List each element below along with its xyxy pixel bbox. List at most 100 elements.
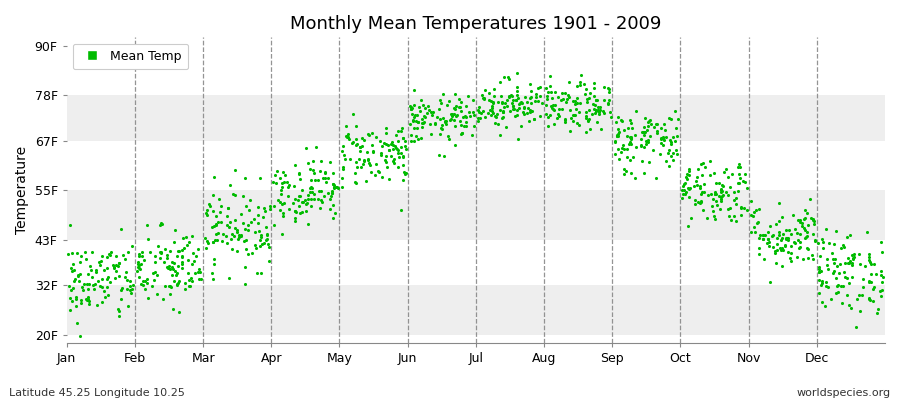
Point [314,198,328,205]
Point [407,87,421,93]
Point [326,181,340,188]
Point [386,156,400,162]
Point [362,132,376,138]
Point [544,103,558,110]
Point [443,117,457,124]
Point [298,145,312,151]
Point [282,205,296,212]
Point [466,123,481,129]
Point [108,275,122,281]
Point [395,135,410,142]
Point [124,286,139,292]
Point [517,105,531,111]
Point [325,202,339,209]
Point [293,193,308,199]
Point [81,286,95,292]
Point [837,274,851,280]
Point [800,210,814,216]
Point [393,207,408,214]
Point [815,280,830,286]
Point [176,265,190,272]
Point [755,236,770,242]
Point [449,113,464,119]
Point [357,137,372,143]
Point [781,249,796,255]
Point [109,262,123,268]
Point [475,92,490,98]
Point [256,239,271,246]
Point [501,93,516,99]
Point [394,150,409,156]
Point [682,186,697,192]
Point [835,300,850,306]
Point [580,117,595,124]
Point [590,107,605,114]
Point [454,130,469,136]
Point [67,267,81,273]
Point [266,221,281,228]
Point [455,114,470,120]
Point [140,236,155,242]
Point [493,107,508,113]
Point [544,95,559,102]
Point [165,272,179,278]
Point [63,307,77,313]
Point [222,224,237,230]
Point [315,175,329,182]
Point [486,110,500,116]
Point [596,108,610,114]
Point [816,238,831,245]
Point [136,281,150,288]
Point [500,74,515,80]
Point [485,100,500,106]
Point [94,258,109,264]
Point [454,121,468,128]
Point [132,266,147,272]
Point [579,86,593,92]
Point [185,250,200,256]
Point [635,129,650,135]
Point [694,160,708,167]
Point [590,104,605,110]
Point [74,253,88,260]
Point [531,98,545,104]
Point [135,252,149,259]
Point [74,297,88,303]
Point [476,108,491,115]
Point [488,112,502,119]
Point [350,141,365,147]
Point [459,103,473,110]
Point [590,119,604,126]
Point [326,170,340,176]
Text: Latitude 45.25 Longitude 10.25: Latitude 45.25 Longitude 10.25 [9,388,184,398]
Point [593,126,608,132]
Point [379,124,393,131]
Point [578,91,592,97]
Y-axis label: Temperature: Temperature [15,146,29,234]
Point [666,157,680,164]
Point [779,236,794,242]
Point [356,156,371,163]
Bar [67,285,885,335]
Point [171,248,185,254]
Point [502,108,517,114]
Point [842,260,856,266]
Point [263,202,277,209]
Point [330,185,345,191]
Point [509,84,524,90]
Point [813,253,827,260]
Point [158,282,172,289]
Point [636,131,651,138]
Point [793,239,807,246]
Point [64,265,78,272]
Point [122,278,137,284]
Point [253,175,267,182]
Point [801,254,815,261]
Point [261,241,275,247]
Point [698,181,712,187]
Point [318,170,332,176]
Point [446,111,461,117]
Point [94,262,108,268]
Point [602,109,616,115]
Point [841,254,855,261]
